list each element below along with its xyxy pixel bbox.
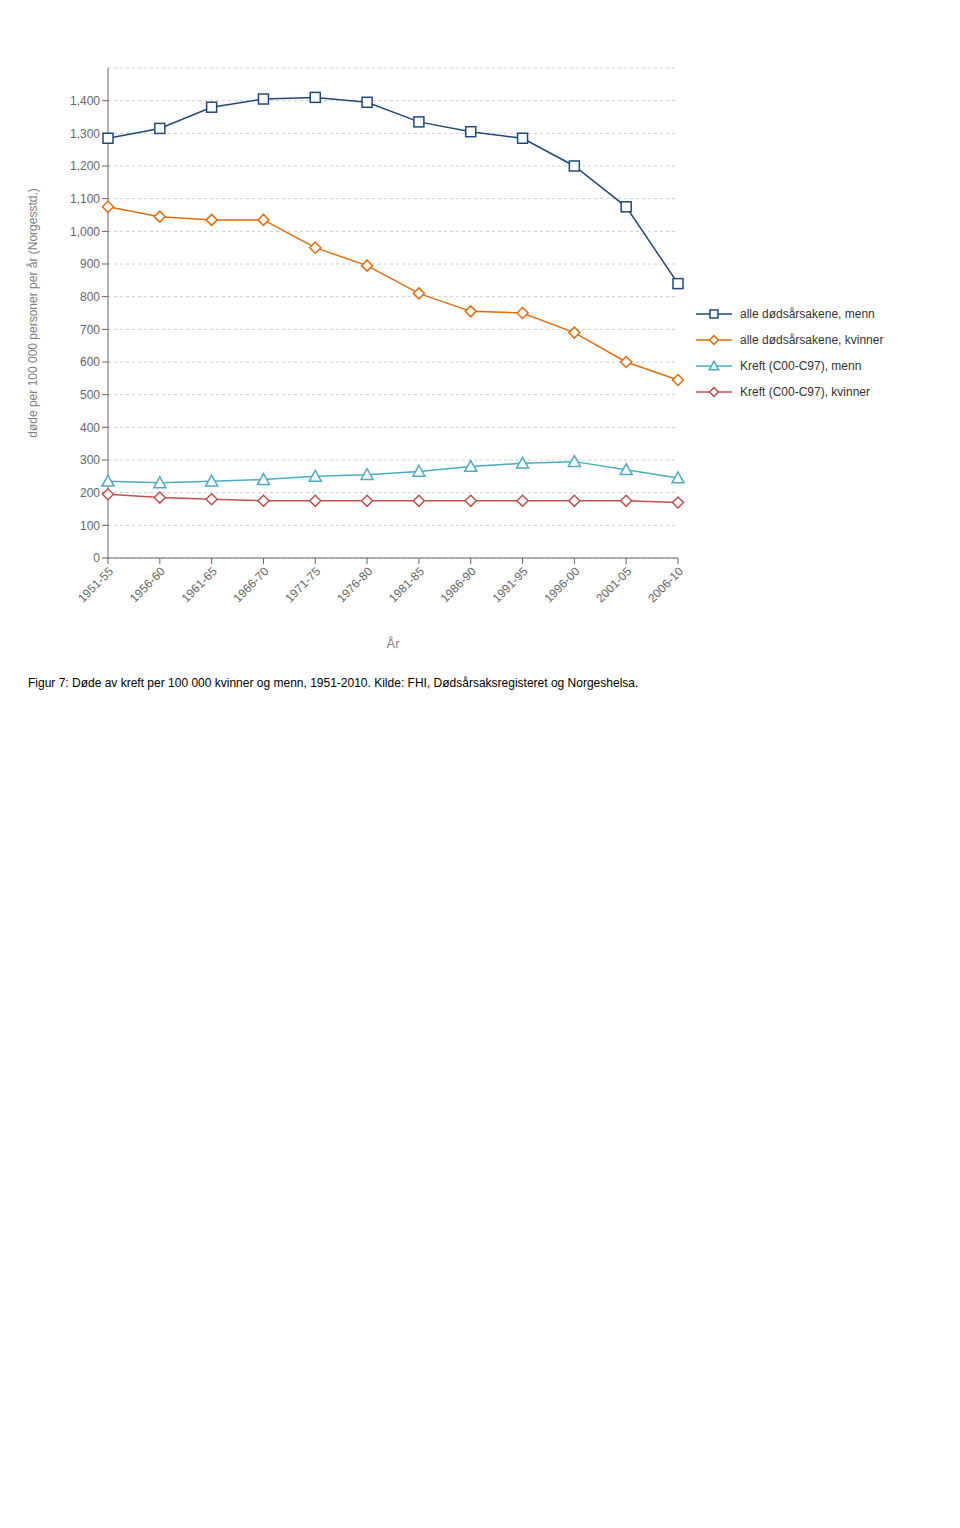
svg-text:500: 500 (80, 388, 100, 402)
svg-text:1996-00: 1996-00 (541, 564, 582, 605)
svg-text:400: 400 (80, 421, 100, 435)
svg-text:1,000: 1,000 (70, 225, 100, 239)
html-text:alle dødsårsakene, menn: alle dødsårsakene, menn (740, 307, 875, 321)
html-text:Figur 7: Døde av kreft per 100: Figur 7: Døde av kreft per 100 000 kvinn… (28, 676, 639, 690)
html-text:Kreft (C00-C97), menn: Kreft (C00-C97), menn (740, 359, 862, 373)
svg-text:1961-65: 1961-65 (179, 564, 220, 605)
svg-text:1,400: 1,400 (70, 94, 100, 108)
svg-text:2001-05: 2001-05 (593, 564, 634, 605)
svg-text:1966-70: 1966-70 (231, 564, 272, 605)
svg-text:1951-55: 1951-55 (75, 564, 116, 605)
svg-text:1,100: 1,100 (70, 192, 100, 206)
svg-text:1981-85: 1981-85 (386, 564, 427, 605)
svg-text:300: 300 (80, 453, 100, 467)
html-text:alle dødsårsakene, kvinner: alle dødsårsakene, kvinner (740, 333, 884, 347)
svg-text:døde per 100 000 personer per: døde per 100 000 personer per år (Norges… (26, 188, 40, 437)
svg-text:1976-80: 1976-80 (334, 564, 375, 605)
svg-text:2006-10: 2006-10 (645, 564, 686, 605)
svg-text:800: 800 (80, 290, 100, 304)
svg-text:0: 0 (93, 551, 100, 565)
svg-text:1,200: 1,200 (70, 159, 100, 173)
svg-text:1,300: 1,300 (70, 127, 100, 141)
svg-text:600: 600 (80, 355, 100, 369)
svg-text:1956-60: 1956-60 (127, 564, 168, 605)
svg-text:1986-90: 1986-90 (438, 564, 479, 605)
svg-text:1991-95: 1991-95 (490, 564, 531, 605)
svg-text:200: 200 (80, 486, 100, 500)
svg-text:1971-75: 1971-75 (282, 564, 323, 605)
svg-text:900: 900 (80, 257, 100, 271)
svg-text:700: 700 (80, 323, 100, 337)
svg-text:100: 100 (80, 519, 100, 533)
html-text:Kreft (C00-C97), kvinner: Kreft (C00-C97), kvinner (740, 385, 870, 399)
svg-text:År: År (387, 636, 401, 651)
